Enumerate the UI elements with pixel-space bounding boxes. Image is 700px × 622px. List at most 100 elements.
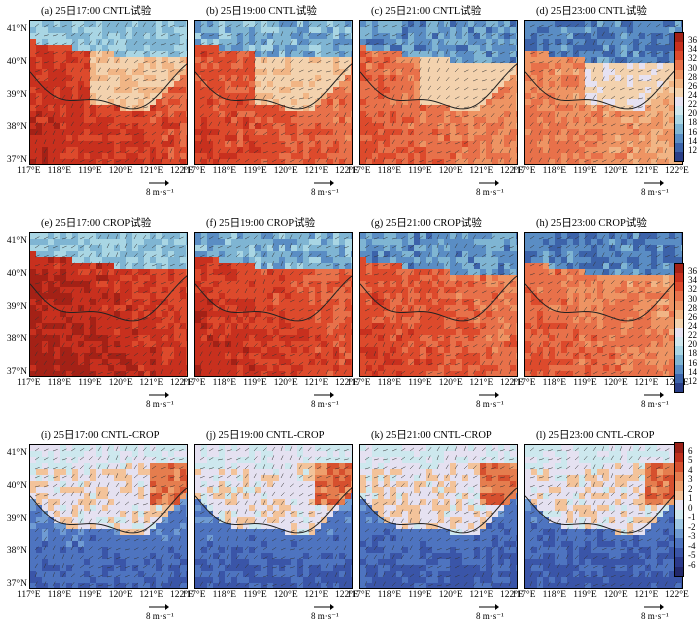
field-cell	[186, 359, 188, 366]
field-cell	[537, 117, 544, 124]
field-cell	[390, 27, 397, 34]
field-cell	[267, 239, 274, 246]
field-cell	[126, 335, 133, 342]
field-cell	[531, 117, 538, 124]
field-cell	[42, 329, 49, 336]
field-cell	[126, 141, 133, 148]
field-cell	[573, 147, 580, 154]
field-cell	[66, 365, 73, 372]
lon-tick-label: 118°E	[48, 166, 72, 176]
field-cell	[36, 311, 43, 318]
field-cell	[651, 141, 658, 148]
field-cell	[345, 141, 352, 148]
field-cell	[627, 159, 634, 165]
field-cell	[360, 81, 367, 88]
field-cell	[36, 105, 43, 112]
field-cell	[156, 245, 163, 252]
field-cell	[90, 347, 97, 354]
field-cell	[621, 99, 628, 106]
field-cell	[180, 159, 187, 165]
field-cell	[291, 81, 298, 88]
field-cell	[327, 39, 334, 46]
field-cell	[474, 129, 481, 136]
field-cell	[36, 33, 43, 40]
field-cell	[603, 33, 610, 40]
field-cell	[174, 99, 181, 106]
field-cell	[54, 251, 61, 258]
field-cell	[390, 153, 397, 160]
field-cell	[360, 159, 367, 165]
field-cell	[42, 359, 49, 366]
field-cell	[174, 347, 181, 354]
field-cell	[243, 117, 250, 124]
field-cell	[390, 75, 397, 82]
field-cell	[384, 123, 391, 130]
field-cell	[150, 45, 157, 52]
field-cell	[54, 117, 61, 124]
field-cell	[78, 51, 85, 58]
field-cell	[126, 347, 133, 354]
field-cell	[168, 329, 175, 336]
field-cell	[36, 239, 43, 246]
lon-tick-label: 119°E	[78, 166, 102, 176]
field-cell	[567, 135, 574, 142]
field-cell	[531, 21, 538, 28]
field-cell	[237, 147, 244, 154]
field-cell	[657, 117, 664, 124]
field-cell	[156, 141, 163, 148]
field-cell	[516, 99, 518, 106]
field-cell	[126, 251, 133, 258]
field-cell	[168, 87, 175, 94]
field-cell	[579, 117, 586, 124]
field-cell	[504, 51, 511, 58]
field-cell	[84, 353, 91, 360]
field-cell	[492, 147, 499, 154]
field-cell	[120, 99, 127, 106]
field-cell	[360, 147, 367, 154]
field-cell	[663, 153, 670, 160]
field-cell	[114, 135, 121, 142]
field-cell	[339, 117, 346, 124]
field-cell	[48, 257, 55, 264]
field-cell	[180, 317, 187, 324]
field-cell	[633, 159, 640, 165]
field-cell	[444, 117, 451, 124]
field-cell	[150, 293, 157, 300]
field-cell	[351, 27, 353, 34]
field-cell	[84, 275, 91, 282]
field-cell	[537, 51, 544, 58]
field-cell	[114, 239, 121, 246]
field-cell	[432, 69, 439, 76]
field-cell	[462, 117, 469, 124]
field-cell	[108, 45, 115, 52]
field-cell	[327, 111, 334, 118]
field-cell	[486, 45, 493, 52]
field-cell	[510, 27, 517, 34]
field-cell	[321, 99, 328, 106]
field-cell	[561, 105, 568, 112]
field-cell	[408, 45, 415, 52]
field-cell	[195, 63, 202, 70]
field-cell	[78, 21, 85, 28]
field-cell	[657, 21, 664, 28]
field-cell	[84, 347, 91, 354]
reference-arrow	[478, 179, 500, 187]
field-cell	[309, 93, 316, 100]
field-cell	[615, 45, 622, 52]
field-cell	[402, 123, 409, 130]
field-cell	[186, 281, 188, 288]
field-cell	[108, 371, 115, 377]
field-cell	[108, 329, 115, 336]
field-cell	[72, 251, 79, 258]
field-cell	[456, 45, 463, 52]
field-cell	[195, 123, 202, 130]
lon-tick-label: 119°E	[573, 166, 597, 176]
field-cell	[42, 99, 49, 106]
field-cell	[516, 75, 518, 82]
field-cell	[174, 27, 181, 34]
field-cell	[621, 81, 628, 88]
field-cell	[549, 45, 556, 52]
field-cell	[597, 45, 604, 52]
field-cell	[267, 135, 274, 142]
field-cell	[438, 111, 445, 118]
